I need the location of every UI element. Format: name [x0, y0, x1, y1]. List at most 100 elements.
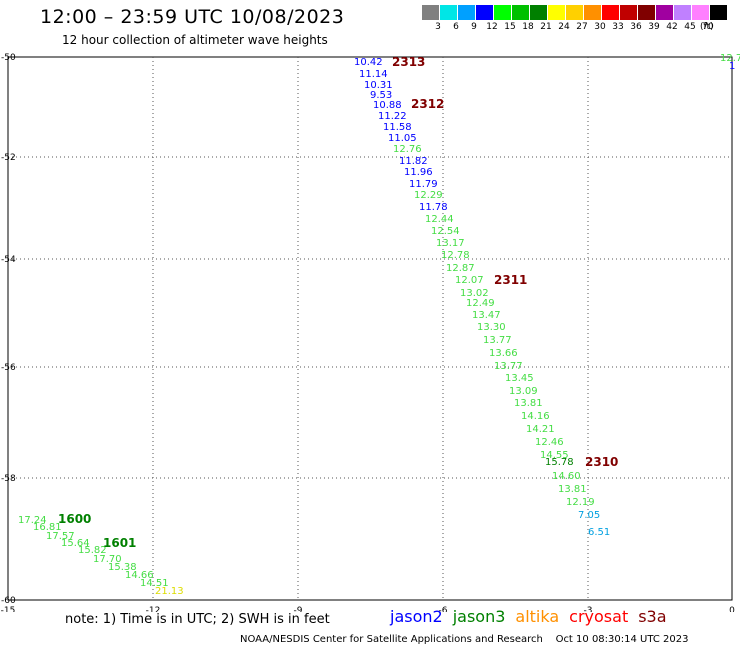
- scale-label: 24: [558, 22, 570, 32]
- scale-swatch: [602, 5, 619, 20]
- scale-label: 12: [486, 22, 498, 32]
- wave-reading: 12.54: [431, 226, 460, 237]
- scale-swatch: [458, 5, 475, 20]
- pass-label: 2311: [494, 273, 527, 287]
- scale-swatch: [584, 5, 601, 20]
- wave-reading: 12.07: [455, 275, 484, 286]
- wave-reading: 12.44: [425, 214, 454, 225]
- scale-swatch: [620, 5, 637, 20]
- wave-reading: 14.55: [540, 450, 569, 461]
- lon-tick-label: -9: [294, 606, 303, 612]
- wave-reading: 12.78: [441, 250, 470, 261]
- footnote: note: 1) Time is in UTC; 2) SWH is in fe…: [65, 612, 330, 627]
- scale-swatch: [494, 5, 511, 20]
- scale-label: 18: [522, 22, 534, 32]
- scale-label: 9: [471, 22, 477, 32]
- scale-label: 39: [648, 22, 660, 32]
- lon-tick-label: -15: [1, 606, 16, 612]
- wave-reading: 13.45: [505, 373, 534, 384]
- page-title: 12:00 – 23:59 UTC 10/08/2023: [40, 6, 345, 28]
- pass-labels: 2313 2312 2311 2310 1600 1601: [58, 55, 618, 550]
- pass-label: 1601: [103, 536, 136, 550]
- wave-reading: 11.96: [404, 167, 433, 178]
- legend-item-cryosat: cryosat: [569, 607, 629, 626]
- wave-reading: 13.77: [483, 335, 512, 346]
- wave-reading: 11.05: [388, 133, 417, 144]
- lat-tick-label: -50: [1, 53, 16, 63]
- lon-tick-label: -3: [584, 606, 593, 612]
- legend-item-jason2: jason2: [390, 607, 443, 626]
- wave-reading: 6.51: [588, 527, 610, 538]
- lat-tick-label: -58: [1, 474, 16, 484]
- lon-tick-label: 0: [729, 606, 735, 612]
- scale-label: 30: [594, 22, 606, 32]
- map-frame: [7, 56, 733, 601]
- lon-tick-label: -6: [439, 606, 448, 612]
- wave-reading: 12.19: [566, 497, 595, 508]
- wave-reading: 12.87: [446, 263, 475, 274]
- wave-reading: 15.64: [61, 538, 90, 549]
- pass-label: 2310: [585, 455, 618, 469]
- wave-reading: 16.81: [33, 522, 62, 533]
- wave-reading: 12.49: [466, 298, 495, 309]
- scale-label: 15: [504, 22, 516, 32]
- scale-label: 36: [630, 22, 642, 32]
- wave-reading: 14.51: [140, 578, 169, 589]
- wave-reading: 15.38: [108, 562, 137, 573]
- satellite-legend: jason2 jason3 altika cryosat s3a: [390, 607, 677, 626]
- scale-label: 3: [435, 22, 441, 32]
- wave-reading: 15.78: [545, 457, 574, 468]
- scale-swatch: [422, 5, 439, 20]
- scale-label: 27: [576, 22, 588, 32]
- wave-reading: 14.21: [526, 424, 555, 435]
- scale-swatch: [692, 5, 709, 20]
- wave-reading: 13.17: [436, 238, 465, 249]
- legend-item-s3a: s3a: [638, 607, 667, 626]
- gridlines: [8, 57, 732, 600]
- wave-reading: 15.82: [78, 545, 107, 556]
- scale-swatch: [530, 5, 547, 20]
- wave-reading: 13.77: [494, 361, 523, 372]
- wave-reading: 11.58: [383, 122, 412, 133]
- scale-swatch: [512, 5, 529, 20]
- wave-reading: 10.42: [354, 57, 383, 68]
- wave-reading: 17.24: [18, 515, 47, 526]
- scale-swatch: [638, 5, 655, 20]
- scale-label: 70: [702, 22, 714, 32]
- wave-reading: 12.46: [535, 437, 564, 448]
- wave-reading: 13.66: [489, 348, 518, 359]
- wave-reading: 11.82: [399, 156, 428, 167]
- wave-reading: 1: [729, 61, 735, 72]
- scale-swatch: [674, 5, 691, 20]
- wave-reading: 11.22: [378, 111, 407, 122]
- wave-height-map: -15 -12 -9 -6 -3 0-50-52-54-56-58-60 10.4211.…: [1, 53, 740, 612]
- legend-item-altika: altika: [515, 607, 560, 626]
- scale-unit: (ft): [700, 22, 714, 32]
- wave-reading: 12.76: [393, 144, 422, 155]
- wave-reading: 14.60: [552, 471, 581, 482]
- scale-swatch: [566, 5, 583, 20]
- scale-swatch: [476, 5, 493, 20]
- scale-swatch: [656, 5, 673, 20]
- scale-label: 6: [453, 22, 459, 32]
- legend-item-jason3: jason3: [452, 607, 506, 626]
- scale-label: 21: [540, 22, 552, 32]
- scale-label: 42: [666, 22, 678, 32]
- wave-reading: 13.02: [460, 288, 489, 299]
- wave-reading: 21.13: [155, 586, 184, 597]
- wave-reading: 13.47: [472, 310, 501, 321]
- wave-reading: 10.88: [373, 100, 402, 111]
- wave-reading: 7.05: [578, 510, 600, 521]
- wave-reading: 13.30: [477, 322, 506, 333]
- wave-reading: 10.31: [364, 80, 393, 91]
- wave-reading: 12.29: [414, 190, 443, 201]
- wave-reading: 11.78: [419, 202, 448, 213]
- wave-reading: 17.57: [46, 531, 75, 542]
- pass-label: 1600: [58, 512, 91, 526]
- wave-reading: 9.53: [370, 90, 392, 101]
- scale-label: 33: [612, 22, 624, 32]
- wave-reading: 13.81: [514, 398, 543, 409]
- wave-readings: 10.4211.1410.319.5310.8811.2211.5811.051…: [18, 53, 740, 597]
- wave-reading: 13.81: [558, 484, 587, 495]
- pass-label: 2313: [392, 55, 425, 69]
